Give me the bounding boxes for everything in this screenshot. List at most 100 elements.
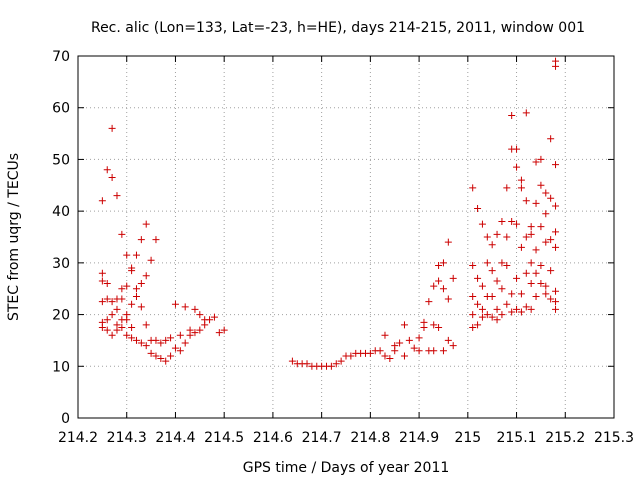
data-point: [132, 336, 140, 344]
data-point: [123, 282, 131, 290]
data-point: [517, 176, 525, 184]
data-point: [337, 357, 345, 365]
data-point: [142, 220, 150, 228]
data-point: [547, 135, 555, 143]
data-point: [215, 329, 223, 337]
y-tick-label: 60: [52, 101, 70, 117]
data-point: [108, 311, 116, 319]
data-point: [532, 246, 540, 254]
data-point: [113, 326, 121, 334]
data-point: [439, 285, 447, 293]
data-point: [517, 184, 525, 192]
data-point: [469, 324, 477, 331]
data-point: [527, 305, 535, 313]
data-point: [508, 111, 516, 119]
data-point: [478, 305, 486, 313]
data-point: [113, 192, 121, 200]
data-point: [498, 285, 506, 293]
data-point: [508, 217, 516, 225]
data-point: [478, 220, 486, 228]
x-tick-label: 214.2: [58, 430, 98, 446]
data-point: [527, 223, 535, 231]
x-tick-label: 214.3: [107, 430, 147, 446]
data-point: [469, 184, 477, 192]
data-point: [474, 321, 482, 329]
data-point: [513, 305, 521, 313]
data-point: [552, 202, 560, 210]
data-point: [405, 336, 413, 344]
data-point: [98, 269, 106, 277]
data-point: [469, 311, 477, 319]
data-point: [513, 145, 521, 153]
data-point: [98, 197, 106, 205]
data-point: [303, 360, 311, 368]
y-tick-label: 50: [52, 152, 70, 168]
data-point: [400, 352, 408, 360]
data-point: [552, 161, 560, 169]
data-point: [547, 236, 555, 244]
data-point: [181, 303, 189, 311]
data-point: [128, 334, 136, 342]
data-point: [503, 300, 511, 308]
data-point: [439, 347, 447, 355]
data-point: [527, 259, 535, 267]
data-point: [483, 259, 491, 267]
data-point: [542, 290, 550, 298]
data-point: [444, 336, 452, 344]
y-tick-label: 70: [52, 49, 70, 65]
data-point: [103, 316, 111, 324]
data-point: [474, 274, 482, 282]
data-point: [439, 259, 447, 267]
y-tick-label: 30: [52, 256, 70, 272]
data-point: [366, 349, 374, 357]
data-point: [162, 336, 170, 344]
data-point: [415, 347, 423, 355]
data-point: [132, 292, 140, 300]
data-point: [483, 233, 491, 241]
data-point: [196, 326, 204, 334]
x-axis-ticks: 214.2 214.3 214.4 214.5 214.6 214.7 214.8 214.9…: [58, 56, 634, 446]
data-point: [498, 259, 506, 267]
y-tick-label: 10: [52, 359, 70, 375]
data-point: [547, 194, 555, 202]
data-point: [118, 295, 126, 303]
x-tick-label: 214.6: [253, 430, 293, 446]
data-point: [376, 347, 384, 355]
x-tick-label: 214.8: [350, 430, 390, 446]
data-point: [508, 290, 516, 298]
data-point: [181, 339, 189, 347]
data-point: [532, 158, 540, 166]
data-point: [123, 331, 131, 339]
y-tick-label: 20: [52, 308, 70, 324]
y-tick-label: 0: [61, 411, 70, 427]
x-tick-label: 215: [454, 430, 481, 446]
x-tick-label: 215.2: [545, 430, 585, 446]
data-point: [167, 352, 175, 360]
x-tick-label: 214.7: [302, 430, 342, 446]
data-point: [132, 285, 140, 293]
data-point: [542, 238, 550, 246]
data-point: [196, 311, 204, 319]
data-point: [498, 217, 506, 225]
data-point: [488, 241, 496, 249]
data-point: [142, 272, 150, 280]
data-point: [503, 184, 511, 192]
data-point: [162, 357, 170, 365]
data-point: [474, 300, 482, 308]
data-point: [517, 290, 525, 298]
data-point: [396, 339, 404, 347]
data-point: [152, 336, 160, 344]
data-point: [522, 269, 530, 277]
data-point: [167, 334, 175, 342]
data-point: [118, 285, 126, 293]
data-point: [347, 352, 355, 360]
data-point: [517, 243, 525, 251]
data-point: [142, 342, 150, 350]
data-point: [142, 321, 150, 329]
data-point: [547, 295, 555, 303]
data-point: [137, 339, 145, 347]
data-point: [449, 274, 457, 282]
data-point: [288, 357, 296, 365]
data-point: [527, 230, 535, 238]
